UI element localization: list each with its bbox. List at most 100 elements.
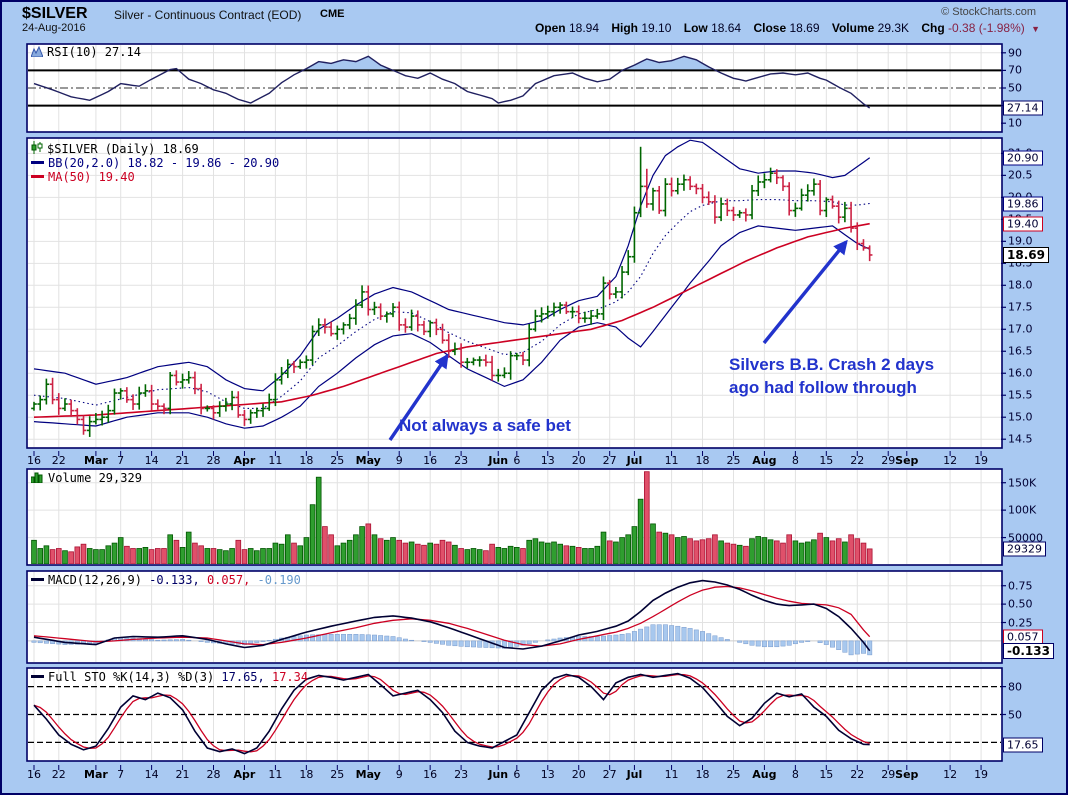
last-value-box: 19.40 — [1003, 216, 1043, 232]
x-axis-label: 8 — [791, 454, 799, 467]
last-value-box: -0.133 — [1003, 642, 1054, 659]
x-axis-label: 15 — [819, 768, 834, 781]
sto-legend-label: Full STO %K(14,3) %D(3) — [48, 670, 222, 684]
y-axis-tick: 19.0 — [1008, 234, 1033, 248]
x-axis-label: 7 — [117, 768, 125, 781]
x-axis-label: 16 — [423, 768, 438, 781]
x-axis-label: 13 — [540, 768, 555, 781]
x-axis-label: 18 — [695, 454, 710, 467]
annotation-bb-crash: Silvers B.B. Crash 2 days ago had follow… — [729, 355, 935, 397]
chg-dropdown-icon[interactable]: ▼ — [1031, 24, 1040, 34]
x-axis-label: 27 — [602, 768, 617, 781]
x-axis-label: 22 — [51, 768, 66, 781]
sto-d-value: 17.34 — [271, 670, 309, 684]
x-axis-label: 27 — [602, 454, 617, 467]
x-axis-label: 25 — [726, 454, 741, 467]
open-label: Open — [534, 21, 566, 35]
y-axis-tick: 0.50 — [1008, 597, 1033, 611]
x-axis-label: Jul — [626, 454, 643, 467]
chg-label: Chg — [921, 21, 945, 35]
rsi-legend: RSI(10) 27.14 — [30, 45, 141, 60]
y-axis-tick: 0.25 — [1008, 616, 1033, 630]
price-legend-text: $SILVER (Daily) 18.69 — [47, 142, 199, 156]
price-legend-symbol: $SILVER (Daily) 18.69 — [31, 141, 199, 157]
high-label: High — [611, 21, 639, 35]
volume-bars-icon — [30, 472, 44, 486]
last-value-box: 17.65 — [1003, 737, 1043, 753]
x-axis-label: Apr — [233, 454, 256, 467]
x-axis-label: 14 — [144, 454, 159, 467]
x-axis-label: 22 — [51, 454, 66, 467]
macd-legend-label: MACD(12,26,9) — [48, 573, 150, 587]
x-axis-label: 7 — [117, 454, 125, 467]
x-axis-label: 25 — [726, 768, 741, 781]
x-axis-label: 29 — [881, 768, 896, 781]
x-axis-label: 22 — [850, 454, 865, 467]
y-axis-tick: 150K — [1008, 476, 1037, 490]
sto-line-icon — [31, 675, 44, 678]
x-axis-label: 11 — [664, 768, 679, 781]
y-axis-tick: 15.5 — [1008, 388, 1033, 402]
sto-legend: Full STO %K(14,3) %D(3) 17.65, 17.34 — [31, 670, 308, 684]
volume-legend-text: Volume 29,329 — [48, 471, 142, 485]
macd-line-icon — [31, 578, 44, 581]
x-axis-label: Aug — [752, 768, 777, 781]
y-axis-tick: 100K — [1008, 503, 1037, 517]
x-axis-label: Aug — [752, 454, 777, 467]
chart-date: 24-Aug-2016 — [22, 22, 86, 34]
x-axis-label: 11 — [268, 454, 283, 467]
macd-hist-value: -0.190 — [257, 573, 301, 587]
y-axis-tick: 50 — [1008, 708, 1022, 721]
close-value: 18.69 — [789, 21, 820, 35]
x-axis-label: Sep — [895, 454, 919, 467]
open-value: 18.94 — [568, 21, 599, 35]
x-axis-label: Jul — [626, 768, 643, 781]
y-axis-tick: 50000 — [1008, 531, 1043, 545]
y-axis-tick: 20.5 — [1008, 168, 1033, 182]
close-label: Close — [753, 21, 787, 35]
date-axis: 16 22 Mar 7 14 21 28 Apr 11 18 25 May 9 16 23 Jun 6 13 20 2… — [2, 765, 1066, 781]
x-axis-label: Sep — [895, 768, 919, 781]
x-axis-label: 16 — [27, 768, 41, 781]
y-axis-tick: 17.0 — [1008, 322, 1033, 336]
x-axis-label: 18 — [299, 454, 314, 467]
x-axis-label: 28 — [206, 768, 221, 781]
x-axis-label: May — [355, 454, 381, 467]
candlestick-icon — [31, 141, 43, 157]
y-axis-tick: 80 — [1008, 680, 1022, 694]
rsi-legend-text: RSI(10) 27.14 — [47, 45, 141, 59]
x-axis-label: 18 — [299, 768, 314, 781]
x-axis-label: 23 — [454, 768, 469, 781]
x-axis-label: 19 — [974, 768, 989, 781]
x-axis-label: Apr — [233, 768, 256, 781]
volume-label: Volume — [831, 21, 875, 35]
x-axis-label: 9 — [395, 454, 403, 467]
x-axis-label: 9 — [395, 768, 403, 781]
y-axis-tick: 17.5 — [1008, 300, 1033, 314]
symbol-title: $SILVER — [22, 5, 88, 22]
copyright: © StockCharts.com — [941, 6, 1036, 18]
x-axis-label: 16 — [423, 454, 438, 467]
x-axis-label: 13 — [540, 454, 555, 467]
last-value-box: 19.86 — [1003, 196, 1043, 212]
bb-line-icon — [31, 161, 44, 164]
chg-value: -0.38 (-1.98%) — [948, 21, 1025, 35]
x-axis-label: 20 — [571, 454, 586, 467]
y-axis-tick: 14.5 — [1008, 432, 1033, 446]
volume-legend: Volume 29,329 — [30, 471, 142, 486]
x-axis-label: 11 — [268, 768, 283, 781]
last-value-box: 0.057 — [1003, 629, 1043, 645]
date-axis: 16 22 Mar 7 14 21 28 Apr 11 18 25 May 9 16 23 Jun 6 13 20 2… — [2, 451, 1066, 467]
x-axis-label: 18 — [695, 768, 710, 781]
x-axis-label: 12 — [943, 454, 958, 467]
x-axis-label: 15 — [819, 454, 834, 467]
y-axis-tick: 16.5 — [1008, 344, 1033, 358]
x-axis-label: 23 — [454, 454, 469, 467]
low-label: Low — [683, 21, 708, 35]
quote-strip: Open 18.94 High 19.10 Low 18.64 Close 18… — [526, 21, 1040, 35]
x-axis-label: Jun — [488, 454, 509, 467]
bb-legend-text: BB(20,2.0) 18.82 - 19.86 - 20.90 — [48, 156, 280, 170]
y-axis-tick: 50 — [1008, 81, 1022, 95]
last-value-box: 27.14 — [1003, 100, 1043, 116]
